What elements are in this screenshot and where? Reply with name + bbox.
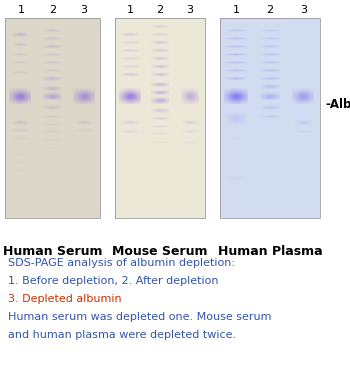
Text: 1: 1 <box>233 5 240 15</box>
Bar <box>220 18 320 218</box>
Text: 2: 2 <box>156 5 163 15</box>
Text: Human serum was depleted one. Mouse serum: Human serum was depleted one. Mouse seru… <box>8 312 272 322</box>
Text: 2: 2 <box>266 5 274 15</box>
Text: 3: 3 <box>187 5 194 15</box>
Bar <box>115 18 205 218</box>
Text: Human Serum: Human Serum <box>3 245 102 258</box>
Text: Mouse Serum: Mouse Serum <box>112 245 208 258</box>
Text: 3: 3 <box>80 5 88 15</box>
Text: 1: 1 <box>126 5 133 15</box>
Text: SDS-PAGE analysis of albumin depletion:: SDS-PAGE analysis of albumin depletion: <box>8 258 235 268</box>
Bar <box>5 18 100 218</box>
Text: 1: 1 <box>18 5 24 15</box>
Text: Human Plasma: Human Plasma <box>218 245 322 258</box>
Text: and human plasma were depleted twice.: and human plasma were depleted twice. <box>8 330 236 340</box>
Text: 3: 3 <box>300 5 307 15</box>
Text: 3. Depleted albumin: 3. Depleted albumin <box>8 294 122 304</box>
Text: 1. Before depletion, 2. After depletion: 1. Before depletion, 2. After depletion <box>8 276 218 286</box>
Text: 2: 2 <box>49 5 56 15</box>
Text: -Albumin: -Albumin <box>325 98 350 110</box>
